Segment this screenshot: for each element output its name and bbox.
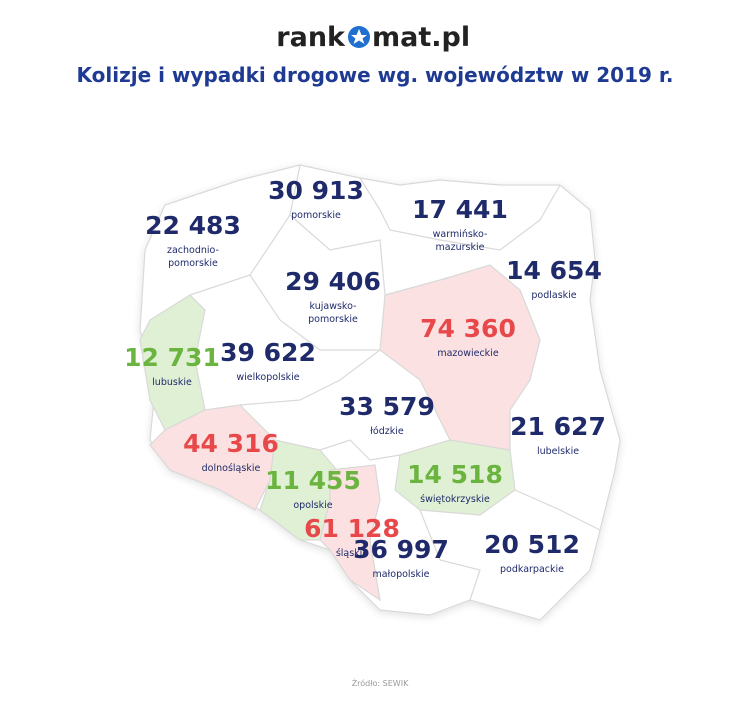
region-value: 39 622 (220, 338, 316, 367)
region-labels: 30 913 pomorskie 22 483 zachodnio-pomorskie… (124, 176, 606, 580)
region-name: świętokrzyskie (420, 494, 490, 505)
map (139, 164, 621, 621)
region-value: 29 406 (285, 267, 381, 296)
border (239, 349, 381, 406)
region-name: mazurskie (436, 242, 485, 253)
region-value: 33 579 (339, 392, 435, 421)
region-value: 36 997 (353, 535, 449, 564)
region-value: 11 455 (265, 466, 361, 495)
region-name: podkarpackie (500, 564, 564, 575)
region-value: 12 731 (124, 343, 220, 372)
region-name: wielkopolskie (236, 372, 299, 383)
border (189, 164, 301, 296)
region-value: 30 913 (268, 176, 364, 205)
region-value: 14 654 (506, 256, 602, 285)
border (359, 177, 561, 251)
region-value: 20 512 (484, 530, 580, 559)
region-name: małopolskie (372, 569, 429, 580)
source: Źródło: SEWIK (352, 677, 409, 688)
border (289, 214, 386, 296)
region-name: lubuskie (152, 377, 192, 388)
region-dolnoslaskie (149, 404, 276, 511)
border (514, 489, 601, 531)
region-name: opolskie (293, 500, 332, 511)
region-name: pomorskie (291, 210, 341, 221)
region-name: mazowieckie (437, 348, 498, 359)
border (249, 274, 380, 351)
logo: rank mat.pl (276, 22, 470, 53)
region-name: lubelskie (537, 446, 579, 457)
logo-star (351, 29, 367, 44)
region-value: 14 518 (407, 460, 503, 489)
region-name: pomorskie (308, 314, 358, 325)
region-value: 61 128 (304, 514, 400, 543)
region-value: 22 483 (145, 211, 241, 240)
region-value: 17 441 (412, 195, 508, 224)
region-mazowieckie (379, 264, 541, 451)
region-name: dolnośląskie (202, 463, 261, 474)
border (319, 439, 401, 461)
region-name: pomorskie (168, 258, 218, 269)
region-value: 21 627 (510, 412, 606, 441)
region-name: warmińsko- (433, 229, 488, 240)
region-slaskie (319, 464, 381, 602)
region-value: 74 360 (420, 314, 516, 343)
logo-left: rank (276, 22, 346, 53)
logo-right: mat.pl (372, 22, 470, 53)
border (419, 509, 481, 601)
region-name: łódzkie (370, 426, 404, 437)
region-name: śląskie (336, 548, 369, 559)
region-name: zachodnio- (167, 245, 219, 256)
region-name: kujawsko- (310, 301, 357, 312)
region-value: 44 316 (183, 429, 279, 458)
region-name: podlaskie (531, 290, 576, 301)
title: Kolizje i wypadki drogowe wg. województw… (76, 63, 673, 87)
